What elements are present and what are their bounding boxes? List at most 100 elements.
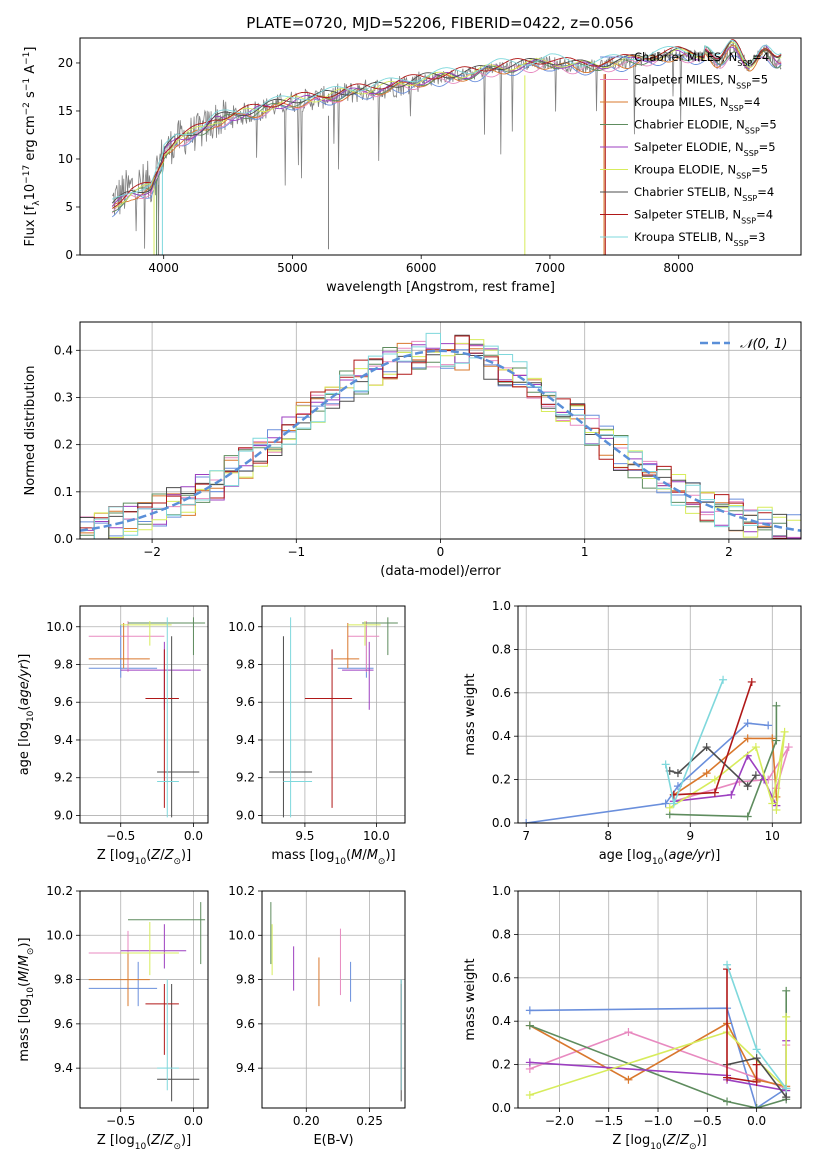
axes-frame <box>261 605 406 824</box>
y-tick-label: 9.0 <box>236 808 255 822</box>
weight-marker <box>710 788 719 797</box>
weight-marker <box>702 769 711 778</box>
errorbar-point <box>128 902 206 965</box>
errorbar-point <box>128 617 206 656</box>
weight-marker <box>522 819 531 823</box>
y-axis-label: mass weight <box>463 673 478 755</box>
axes-frame <box>517 890 802 1109</box>
model-spectrum <box>111 39 782 209</box>
weight-marker <box>727 790 736 799</box>
y-tick-label: 0.2 <box>54 438 73 452</box>
residual-histogram <box>80 332 801 539</box>
y-axis-label: Flux [fλ10−17 erg cm−2 s−1 A−1] <box>22 47 42 247</box>
x-tick-label: 7 <box>522 829 530 843</box>
plot-area <box>111 39 782 255</box>
errorbar-point <box>88 622 150 669</box>
x-tick-label: 1 <box>581 545 589 559</box>
y-tick-label: 10.2 <box>46 884 73 898</box>
y-tick-label: 0.8 <box>492 927 511 941</box>
weight-marker <box>723 1097 732 1106</box>
y-tick-label: 0.6 <box>492 686 511 700</box>
age-vs-mass-panel: 9.5 10.0 9.0 9.2 9.4 9.6 9.8 10.0 mass [log10(M/… <box>228 605 406 867</box>
errorbar-point <box>88 624 158 678</box>
errorbar-point <box>283 617 313 818</box>
weight-marker <box>661 799 670 808</box>
weight-marker <box>723 960 732 969</box>
weight-marker <box>784 743 793 752</box>
weight-marker <box>624 1075 633 1084</box>
axes-frame <box>79 37 802 256</box>
x-axis-label: mass [log10(M/M⊙)] <box>271 848 395 867</box>
legend-label: Kroupa ELODIE, NSSP=5 <box>634 163 768 181</box>
x-axis-label: (data-model)/error <box>380 564 501 579</box>
axes-frame <box>517 605 802 824</box>
weight-marker <box>768 734 777 743</box>
y-tick-label: 0.3 <box>54 390 73 404</box>
y-tick-label: 9.8 <box>54 973 73 987</box>
weight-marker <box>525 1090 534 1099</box>
x-tick-label: −1.5 <box>594 1114 623 1128</box>
y-tick-label: 9.0 <box>54 808 73 822</box>
y-tick-label: 9.2 <box>236 771 255 785</box>
y-tick-label: 9.8 <box>236 657 255 671</box>
weight-marker <box>719 675 728 684</box>
x-axis-label: Z [log10(Z/Z⊙)] <box>97 1133 191 1152</box>
legend-label: Salpeter ELODIE, NSSP=5 <box>634 140 776 158</box>
weight-marker <box>661 760 670 769</box>
mass-weight-vs-age-panel: 7 8 9 10 0.0 0.2 0.4 0.6 0.8 1.0 age [log10(age/yr… <box>463 599 802 867</box>
legend-label: Chabrier ELODIE, NSSP=5 <box>634 118 777 136</box>
errorbar-point <box>347 621 381 646</box>
x-tick-label: −2 <box>143 545 161 559</box>
weight-marker <box>764 721 773 730</box>
weight-series-line <box>726 969 758 1083</box>
weight-marker <box>751 771 760 780</box>
weight-marker <box>772 736 781 745</box>
errorbar-point <box>120 922 179 976</box>
y-tick-label: 0.8 <box>492 642 511 656</box>
y-tick-label: 10.0 <box>46 620 73 634</box>
errorbar-point <box>342 641 374 710</box>
x-axis-label: Z [log10(Z/Z⊙)] <box>97 848 191 867</box>
errorbar-point <box>145 984 179 1055</box>
legend-label: Salpeter MILES, NSSP=5 <box>634 73 768 91</box>
x-tick-label: 2 <box>725 545 733 559</box>
weight-marker <box>673 769 682 778</box>
weight-marker <box>772 701 781 710</box>
axes-frame <box>79 890 209 1109</box>
x-tick-label: −0.5 <box>106 1114 135 1128</box>
x-tick-label: 0.20 <box>293 1114 320 1128</box>
weight-marker <box>525 1006 534 1015</box>
x-tick-label: 7000 <box>535 261 566 275</box>
model-spectrum <box>112 41 782 209</box>
weight-marker <box>743 734 752 743</box>
errorbar-point <box>120 924 187 969</box>
legend-label: Kroupa MILES, NSSP=4 <box>634 95 760 113</box>
weight-marker <box>743 812 752 821</box>
legend-label: 𝒩(0, 1) <box>740 337 787 352</box>
legend-label: Kroupa STELIB, NSSP=3 <box>634 230 765 248</box>
errorbar-point <box>157 979 179 1091</box>
normal-reference-curve <box>80 349 801 532</box>
y-tick-label: 1.0 <box>492 884 511 898</box>
y-tick-label: 10.2 <box>228 884 255 898</box>
y-tick-label: 5 <box>65 200 73 214</box>
model-spectrum <box>111 47 782 214</box>
y-tick-label: 9.4 <box>54 1061 73 1075</box>
legend-label: Salpeter STELIB, NSSP=4 <box>634 208 773 226</box>
x-tick-label: 9.5 <box>295 829 314 843</box>
y-tick-label: 0.0 <box>54 532 73 546</box>
errorbar-point <box>333 622 360 669</box>
age-vs-metallicity-panel: −0.5 0.0 9.0 9.2 9.4 9.6 9.8 10.0 Z [log10(Z/Z⊙)… <box>17 605 209 867</box>
y-tick-label: 9.6 <box>236 1017 255 1031</box>
weight-marker <box>525 1021 534 1030</box>
y-tick-label: 9.8 <box>236 973 255 987</box>
errorbar-point <box>88 953 150 1007</box>
errorbar-point <box>120 621 172 646</box>
plot-area <box>525 960 791 1108</box>
weight-marker <box>782 1093 791 1102</box>
model-spectrum <box>111 44 782 207</box>
y-tick-label: 0.1 <box>54 485 73 499</box>
weight-marker <box>669 799 678 808</box>
y-tick-label: 0.4 <box>492 1014 511 1028</box>
